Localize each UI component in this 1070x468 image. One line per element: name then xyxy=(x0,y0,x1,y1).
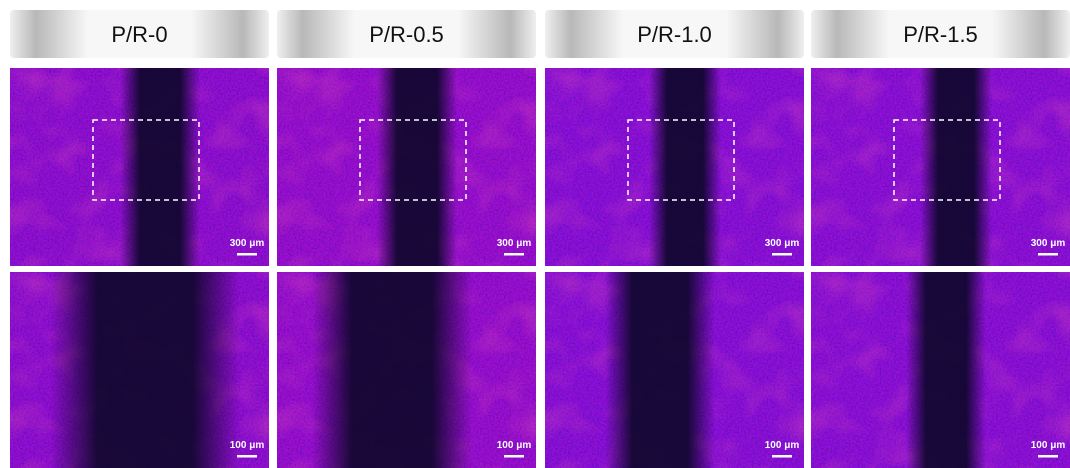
scale-label: 100 μm xyxy=(230,440,265,451)
micrograph: 100 μm xyxy=(10,272,269,468)
wound-gap xyxy=(920,68,992,266)
column-label: P/R-1.5 xyxy=(903,22,978,47)
scale-bar xyxy=(772,253,792,256)
micrograph: 300 μm xyxy=(277,68,536,266)
column-label: P/R-1.0 xyxy=(637,22,712,47)
scale-label: 300 μm xyxy=(1031,238,1066,249)
scale-label: 300 μm xyxy=(230,238,265,249)
micrograph: 300 μm xyxy=(10,68,269,266)
micrograph: 100 μm xyxy=(811,272,1070,468)
scale-bar xyxy=(504,253,524,256)
scale-label: 100 μm xyxy=(497,440,532,451)
micrograph: 300 μm xyxy=(545,68,804,266)
micrograph: 100 μm xyxy=(277,272,536,468)
header-tile xyxy=(10,10,269,58)
scale-bar xyxy=(237,253,257,256)
zoom-box xyxy=(359,119,467,201)
column-label: P/R-0.5 xyxy=(369,22,444,47)
micrograph: 100 μm xyxy=(545,272,804,468)
column-label: P/R-0 xyxy=(111,22,167,47)
wound-gap xyxy=(906,272,986,468)
micrograph: 300 μm xyxy=(811,68,1070,266)
header-tile xyxy=(811,10,1070,58)
zoom-box xyxy=(92,119,200,201)
header-tile xyxy=(545,10,804,58)
scale-label: 100 μm xyxy=(765,440,800,451)
wound-gap xyxy=(312,272,472,468)
scale-label: 300 μm xyxy=(497,238,532,249)
scale-bar xyxy=(237,455,257,458)
header-tile xyxy=(277,10,536,58)
wound-gap xyxy=(377,68,457,266)
scale-label: 300 μm xyxy=(765,238,800,249)
zoom-box xyxy=(627,119,735,201)
zoom-box xyxy=(893,119,1001,201)
scale-bar xyxy=(772,455,792,458)
scale-label: 100 μm xyxy=(1031,440,1066,451)
scale-bar xyxy=(1038,253,1058,256)
scale-bar xyxy=(504,455,524,458)
wound-gap xyxy=(50,272,240,468)
scale-bar xyxy=(1038,455,1058,458)
wound-gap xyxy=(605,272,715,468)
wound-gap xyxy=(120,68,200,266)
wound-gap xyxy=(649,68,721,266)
